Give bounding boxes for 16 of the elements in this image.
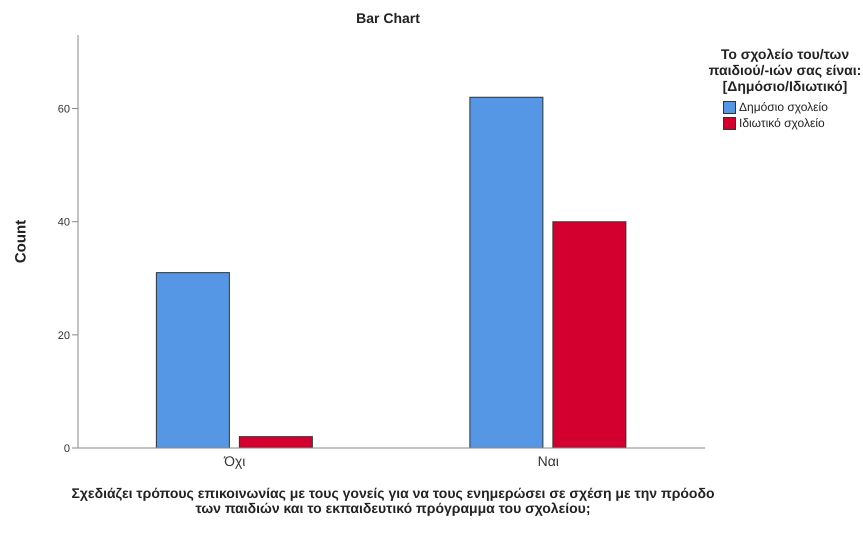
x-tick-label: Ναι [538, 452, 559, 469]
x-axis-title: Σχεδιάζει τρόπους επικοινωνίας με τους γονείς για να τους ενημερώσει σε σχέση με την πρόοδο των παιδιών και το εκπαιδευτικό πρόγραμμα του σχολείου; [70, 485, 716, 516]
y-tick-label: 60 [58, 103, 70, 116]
y-axis-title: Count [12, 220, 30, 264]
chart-title: Bar Chart [355, 10, 421, 26]
legend-label: Δημόσιο σχολείο [739, 100, 828, 114]
bar [156, 272, 230, 448]
bar [469, 96, 544, 448]
bar [552, 221, 626, 448]
legend-title: Το σχολείο του/των παιδιού/-ιών σας είναι: [Δημόσιο/Ιδιωτικό] [708, 46, 862, 94]
legend-label: Ιδιωτικό σχολείο [739, 116, 825, 130]
bar [238, 436, 313, 448]
y-tick-label: 20 [58, 330, 70, 342]
y-tick-label: 40 [58, 216, 70, 229]
x-tick-label: Όχι [223, 452, 246, 469]
y-tick-label: 0 [64, 442, 70, 455]
